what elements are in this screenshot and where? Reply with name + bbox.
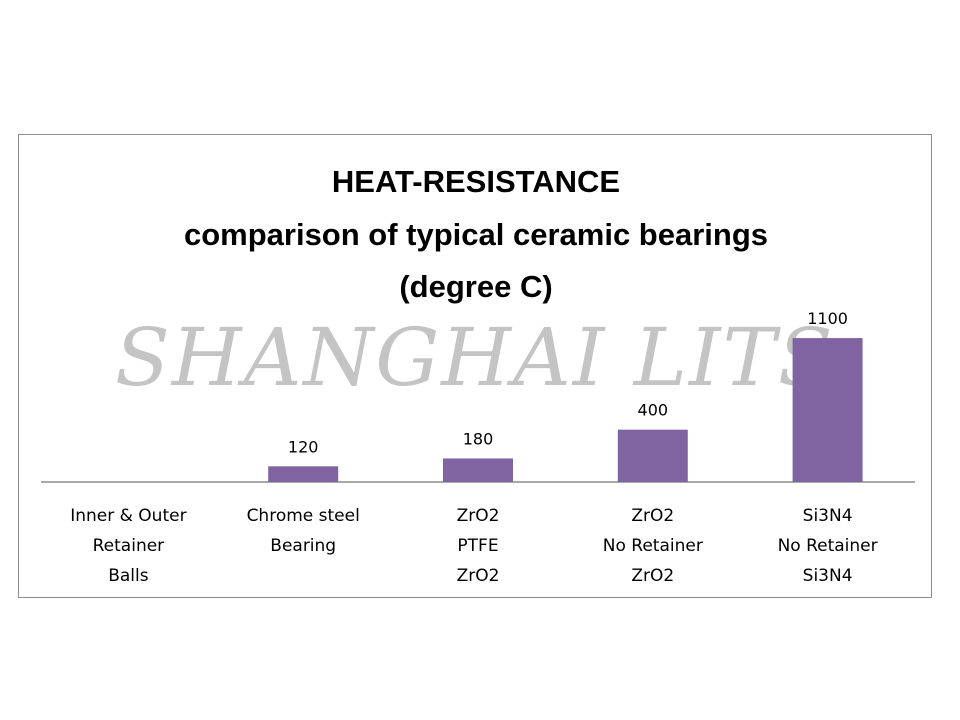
bar <box>617 429 688 482</box>
watermark: SHANGHAI LITS <box>115 311 835 404</box>
category-label: ZrO2 <box>631 566 674 586</box>
category-label: Si3N4 <box>803 566 853 586</box>
category-label: Bearing <box>270 536 336 556</box>
chart-title-line: (degree C) <box>399 269 552 304</box>
bar <box>443 458 513 482</box>
category-label: ZrO2 <box>631 506 674 526</box>
bars-group: 120 180 400 1100 <box>268 309 863 482</box>
data-label: 180 <box>463 429 494 448</box>
data-label: 400 <box>638 401 669 420</box>
category-label: Si3N4 <box>803 506 853 526</box>
chart-title-line: comparison of typical ceramic bearings <box>184 217 768 252</box>
category-label: Inner & Outer <box>70 506 186 526</box>
chart-frame: SHANGHAI LITS HEAT-RESISTANCE comparison … <box>18 134 932 598</box>
category-label: No Retainer <box>778 536 878 556</box>
data-label: 120 <box>288 437 319 456</box>
category-labels: Inner & Outer Retainer Balls Chrome steel Be… <box>70 506 877 586</box>
chart-title: HEAT-RESISTANCE comparison of typical cer… <box>184 164 768 304</box>
category-label: Balls <box>108 566 149 586</box>
category-label: ZrO2 <box>457 566 500 586</box>
category-label: PTFE <box>457 536 498 556</box>
bar-chart: SHANGHAI LITS HEAT-RESISTANCE comparison … <box>41 164 915 586</box>
data-label: 1100 <box>807 309 848 328</box>
category-label: ZrO2 <box>457 506 500 526</box>
category-label: No Retainer <box>603 536 703 556</box>
bar <box>268 466 339 482</box>
bar <box>792 338 863 482</box>
category-label: Retainer <box>93 536 165 556</box>
chart-title-line: HEAT-RESISTANCE <box>332 164 620 199</box>
category-label: Chrome steel <box>247 506 360 526</box>
